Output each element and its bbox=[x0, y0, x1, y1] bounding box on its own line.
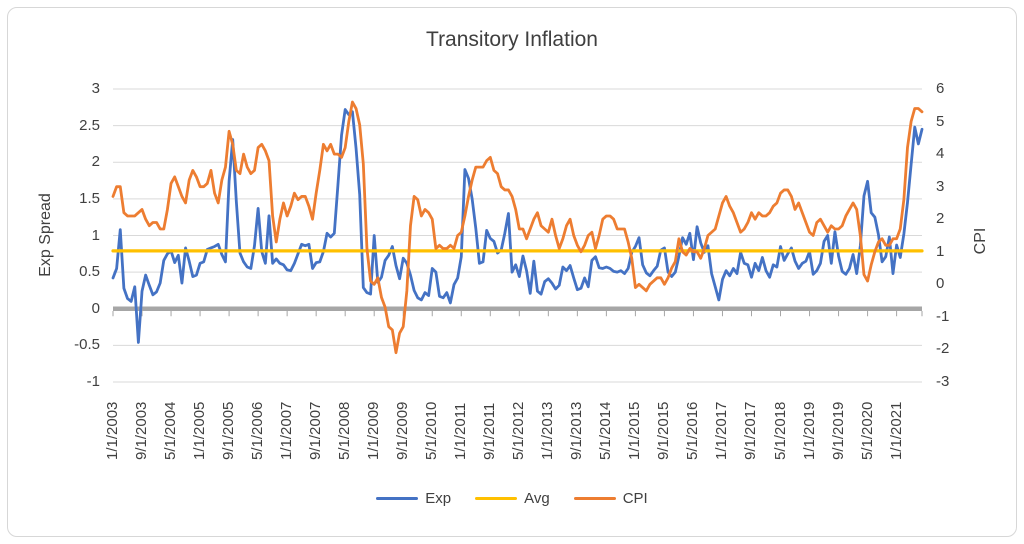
legend: Exp Avg CPI bbox=[0, 490, 1024, 507]
exp-line-series bbox=[111, 108, 924, 344]
x-axis-tick-label: 1/1/2017 bbox=[713, 401, 731, 460]
x-axis-tick-label: 9/1/2003 bbox=[133, 401, 151, 460]
left-axis-tick-label: 1.5 bbox=[79, 189, 100, 207]
legend-line-swatch bbox=[573, 496, 616, 501]
left-axis-tick-label: 0 bbox=[91, 299, 100, 317]
x-axis-tick-label: 9/1/2013 bbox=[568, 401, 586, 460]
x-axis-tick-label: 9/1/2017 bbox=[742, 401, 760, 460]
x-axis-tick-label: 5/1/2014 bbox=[597, 401, 615, 460]
legend-item-avg: Avg bbox=[475, 490, 550, 507]
right-axis-tick-label: -2 bbox=[936, 340, 950, 358]
right-axis-tick-label: -3 bbox=[936, 373, 950, 390]
x-axis-tick-label: 1/1/2007 bbox=[278, 401, 296, 460]
left-axis-tick-label: 0.5 bbox=[79, 263, 100, 281]
left-axis-tick-label: 2.5 bbox=[79, 116, 100, 134]
left-axis-tick-label: -1 bbox=[86, 373, 100, 390]
x-axis-tick-label: 5/1/2012 bbox=[510, 401, 528, 460]
x-axis-tick-label: 5/1/2020 bbox=[858, 401, 876, 460]
chart-title: Transitory Inflation bbox=[426, 28, 598, 51]
left-axis-tick-label: 3 bbox=[91, 80, 100, 97]
x-axis-tick-label: 5/1/2006 bbox=[249, 401, 267, 460]
legend-label: Exp bbox=[425, 490, 452, 507]
x-axis-tick-label: 1/1/2003 bbox=[104, 401, 121, 460]
right-axis-tick-label: 4 bbox=[936, 145, 945, 163]
legend-line-swatch bbox=[376, 496, 419, 501]
right-axis-tick-label: 3 bbox=[936, 177, 945, 195]
right-axis-tick-label: 0 bbox=[936, 275, 945, 293]
legend-label: CPI bbox=[622, 490, 648, 507]
legend-item-cpi: CPI bbox=[573, 490, 648, 507]
x-axis-tick-label: 9/1/2009 bbox=[394, 401, 412, 460]
x-axis-tick-label: 5/1/2004 bbox=[162, 401, 180, 460]
x-axis-tick-label: 1/1/2009 bbox=[365, 401, 383, 460]
left-axis-title: Exp Spread bbox=[37, 193, 54, 277]
x-axis-tick-label: 1/1/2013 bbox=[539, 401, 557, 460]
x-axis-tick-label: 1/1/2019 bbox=[800, 401, 818, 460]
left-axis-tick-label: 1 bbox=[91, 226, 100, 244]
x-axis-tick-label: 1/1/2021 bbox=[887, 401, 905, 460]
right-axis-tick-label: 1 bbox=[936, 242, 945, 260]
x-axis-tick-label: 5/1/2010 bbox=[423, 401, 441, 460]
right-axis-tick-label: 5 bbox=[936, 112, 945, 130]
x-axis-tick-label: 5/1/2008 bbox=[336, 401, 354, 460]
x-axis-tick-label: 1/1/2015 bbox=[626, 401, 644, 460]
right-axis-tick-label: -1 bbox=[936, 307, 950, 325]
x-axis-tick-label: 9/1/2007 bbox=[307, 401, 325, 460]
x-axis-tick-label: 9/1/2011 bbox=[481, 402, 499, 460]
x-axis-tick-label: 5/1/2018 bbox=[771, 401, 789, 460]
x-axis-tick-label: 1/1/2011 bbox=[452, 402, 470, 460]
legend-line-swatch bbox=[475, 496, 518, 501]
legend-item-exp: Exp bbox=[376, 490, 451, 507]
right-axis-tick-label: 2 bbox=[936, 210, 945, 228]
x-axis-tick-label: 9/1/2015 bbox=[655, 401, 673, 460]
x-axis-tick-label: 9/1/2019 bbox=[829, 401, 847, 460]
left-axis-tick-label: -0.5 bbox=[74, 336, 100, 354]
legend-label: Avg bbox=[524, 490, 550, 507]
x-axis-tick-label: 9/1/2005 bbox=[220, 401, 238, 460]
x-axis-tick-label: 1/1/2005 bbox=[191, 401, 209, 460]
cpi-line-series bbox=[111, 100, 924, 355]
right-axis-tick-label: 6 bbox=[936, 80, 945, 97]
x-axis-tick-label: 5/1/2016 bbox=[684, 401, 702, 460]
left-axis-tick-label: 2 bbox=[91, 153, 100, 171]
